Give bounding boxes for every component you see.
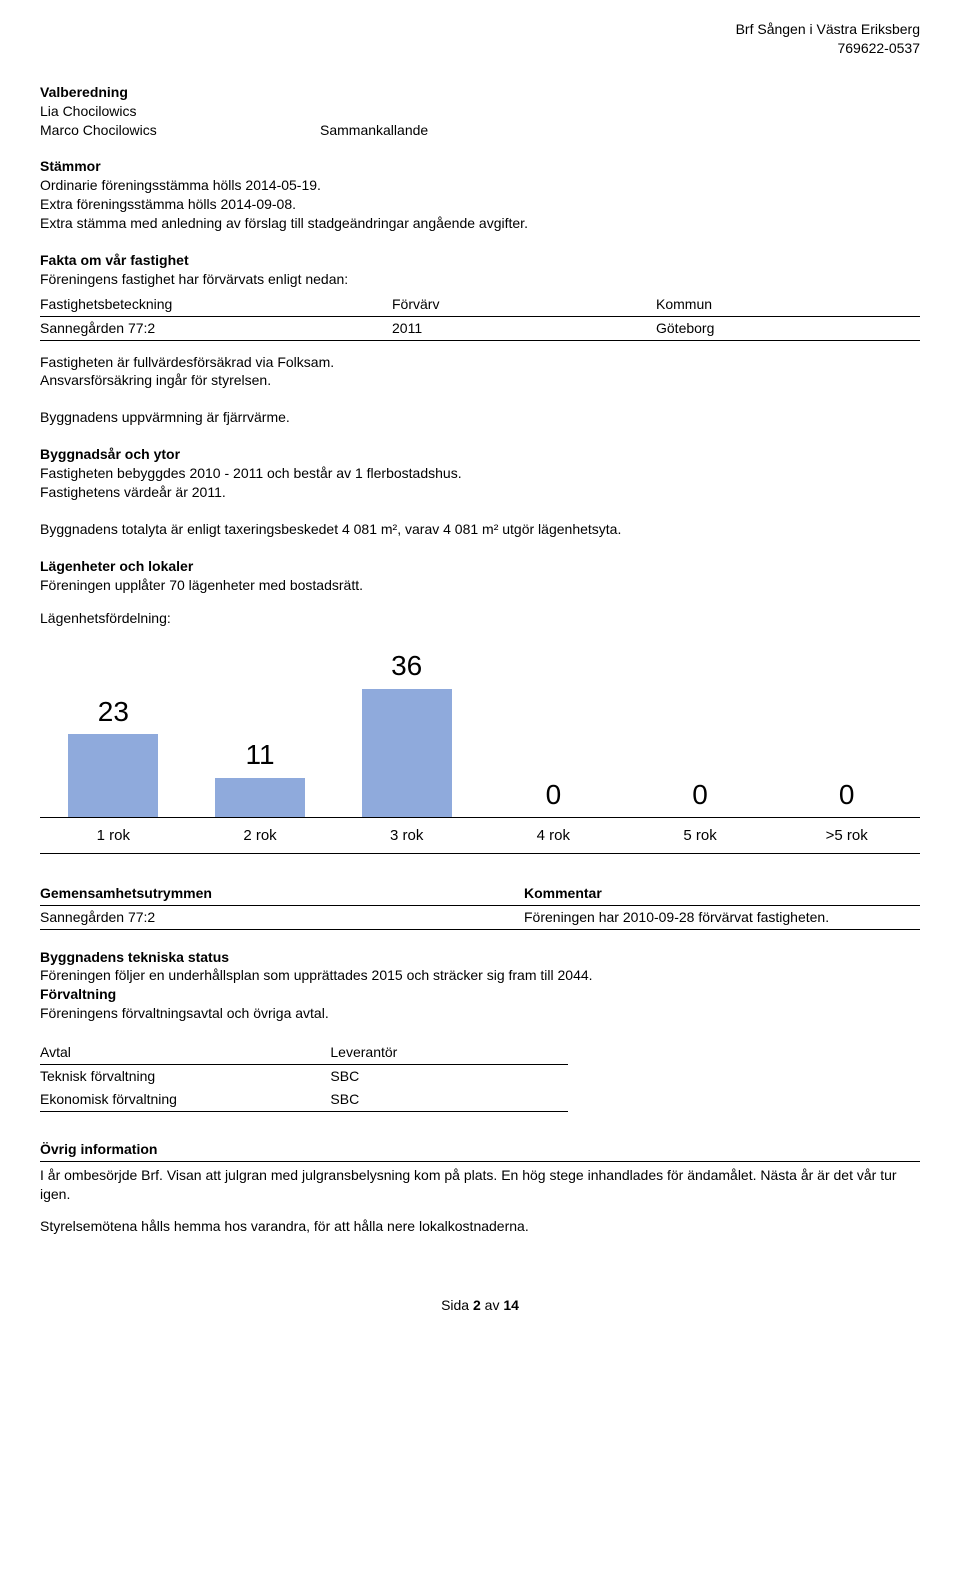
- chart-column: 23: [40, 647, 187, 817]
- paragraph: Föreningen följer en underhållsplan som …: [40, 966, 920, 985]
- chart-value: 0: [546, 776, 562, 814]
- paragraph: Ansvarsförsäkring ingår för styrelsen.: [40, 371, 920, 390]
- paragraph: Extra stämma med anledning av förslag ti…: [40, 214, 920, 233]
- chart-value: 36: [391, 647, 422, 685]
- chart-column: 0: [773, 647, 920, 817]
- table-header: Kommun: [656, 293, 920, 316]
- chart-bar: [215, 778, 305, 818]
- person-name: Lia Chocilowics: [40, 102, 320, 121]
- section-title: Förvaltning: [40, 985, 920, 1004]
- org-number: 769622-0537: [40, 39, 920, 58]
- person-role: [320, 102, 920, 121]
- table-header: Fastighetsbeteckning: [40, 293, 392, 316]
- chart-plot: 23 11 36 0 0 0: [40, 647, 920, 817]
- chart-column: 0: [627, 647, 774, 817]
- paragraph: Byggnadens totalyta är enligt taxeringsb…: [40, 520, 920, 539]
- fakta-table: Fastighetsbeteckning Förvärv Kommun Sann…: [40, 293, 920, 341]
- table-header: Kommentar: [524, 882, 920, 905]
- paragraph: Föreningens förvaltningsavtal och övriga…: [40, 1004, 920, 1023]
- chart-bar: [362, 689, 452, 817]
- chart-value: 0: [692, 776, 708, 814]
- paragraph: Lägenhetsfördelning:: [40, 609, 920, 628]
- table-cell: Teknisk förvaltning: [40, 1064, 330, 1087]
- paragraph: Extra föreningsstämma hölls 2014-09-08.: [40, 195, 920, 214]
- table-cell: Ekonomisk förvaltning: [40, 1088, 330, 1111]
- page-prefix: Sida: [441, 1297, 473, 1313]
- table-header: Gemensamhetsutrymmen: [40, 882, 524, 905]
- section-title: Stämmor: [40, 157, 920, 176]
- paragraph: Byggnadens uppvärmning är fjärrvärme.: [40, 408, 920, 427]
- section-title: Fakta om vår fastighet: [40, 251, 920, 270]
- paragraph: Fastigheten är fullvärdesförsäkrad via F…: [40, 353, 920, 372]
- page-mid: av: [481, 1297, 504, 1313]
- apartment-distribution-chart: 23 11 36 0 0 0 1 rok2 rok3 rok4 rok5 rok>5 ro…: [40, 647, 920, 853]
- gemensam-section: Gemensamhetsutrymmen Kommentar Sannegård…: [40, 882, 920, 930]
- paragraph: Föreningens fastighet har förvärvats enl…: [40, 270, 920, 289]
- table-cell: Föreningen har 2010-09-28 förvärvat fast…: [524, 905, 920, 929]
- table-cell: Sannegården 77:2: [40, 316, 392, 340]
- ovrig-section: Övrig information I år ombesörjde Brf. V…: [40, 1140, 920, 1237]
- page-num: 2: [473, 1297, 481, 1313]
- chart-category-label: >5 rok: [773, 826, 920, 846]
- person-role: Sammankallande: [320, 121, 920, 140]
- table-header: Förvärv: [392, 293, 656, 316]
- chart-value: 0: [839, 776, 855, 814]
- teknisk-status-section: Byggnadens tekniska status Föreningen fö…: [40, 948, 920, 1024]
- paragraph: Styrelsemötena hålls hemma hos varandra,…: [40, 1217, 920, 1236]
- chart-category-label: 3 rok: [333, 826, 480, 846]
- chart-column: 11: [187, 647, 334, 817]
- valberedning-row: Marco Chocilowics Sammankallande: [40, 121, 920, 140]
- gemensam-table: Gemensamhetsutrymmen Kommentar Sannegård…: [40, 882, 920, 930]
- chart-value: 11: [245, 736, 274, 774]
- table-cell: Sannegården 77:2: [40, 905, 524, 929]
- page-footer: Sida 2 av 14: [40, 1296, 920, 1315]
- chart-column: 36: [333, 647, 480, 817]
- chart-labels: 1 rok2 rok3 rok4 rok5 rok>5 rok: [40, 817, 920, 846]
- section-title: Valberedning: [40, 83, 920, 102]
- table-cell: SBC: [330, 1064, 568, 1087]
- totalyta-section: Byggnadens totalyta är enligt taxeringsb…: [40, 520, 920, 539]
- paragraph: Ordinarie föreningsstämma hölls 2014-05-…: [40, 176, 920, 195]
- avtal-table: Avtal Leverantör Teknisk förvaltning SBC…: [40, 1041, 568, 1112]
- person-name: Marco Chocilowics: [40, 121, 320, 140]
- table-header: Leverantör: [330, 1041, 568, 1064]
- section-title: Övrig information: [40, 1140, 920, 1162]
- stammor-section: Stämmor Ordinarie föreningsstämma hölls …: [40, 157, 920, 233]
- table-cell: SBC: [330, 1088, 568, 1111]
- chart-category-label: 1 rok: [40, 826, 187, 846]
- chart-value: 23: [98, 693, 129, 731]
- chart-column: 0: [480, 647, 627, 817]
- chart-category-label: 5 rok: [627, 826, 774, 846]
- section-title: Byggnadens tekniska status: [40, 948, 920, 967]
- page-total: 14: [503, 1297, 519, 1313]
- paragraph: Fastighetens värdeår är 2011.: [40, 483, 920, 502]
- table-header: Avtal: [40, 1041, 330, 1064]
- paragraph: I år ombesörjde Brf. Visan att julgran m…: [40, 1166, 920, 1204]
- valberedning-section: Valberedning Lia Chocilowics Marco Choci…: [40, 83, 920, 140]
- document-header: Brf Sången i Västra Eriksberg 769622-053…: [40, 20, 920, 58]
- chart-category-label: 2 rok: [187, 826, 334, 846]
- uppvarmning-section: Byggnadens uppvärmning är fjärrvärme.: [40, 408, 920, 427]
- org-name: Brf Sången i Västra Eriksberg: [40, 20, 920, 39]
- byggnadsar-section: Byggnadsår och ytor Fastigheten bebyggde…: [40, 445, 920, 502]
- section-title: Byggnadsår och ytor: [40, 445, 920, 464]
- paragraph: Föreningen upplåter 70 lägenheter med bo…: [40, 576, 920, 595]
- valberedning-row: Lia Chocilowics: [40, 102, 920, 121]
- chart-category-label: 4 rok: [480, 826, 627, 846]
- paragraph: Fastigheten bebyggdes 2010 - 2011 och be…: [40, 464, 920, 483]
- table-cell: Göteborg: [656, 316, 920, 340]
- chart-bar: [68, 734, 158, 817]
- table-cell: 2011: [392, 316, 656, 340]
- avtal-section: Avtal Leverantör Teknisk förvaltning SBC…: [40, 1041, 920, 1112]
- lagenheter-section: Lägenheter och lokaler Föreningen upplåt…: [40, 557, 920, 628]
- fakta-section: Fakta om vår fastighet Föreningens fasti…: [40, 251, 920, 390]
- section-title: Lägenheter och lokaler: [40, 557, 920, 576]
